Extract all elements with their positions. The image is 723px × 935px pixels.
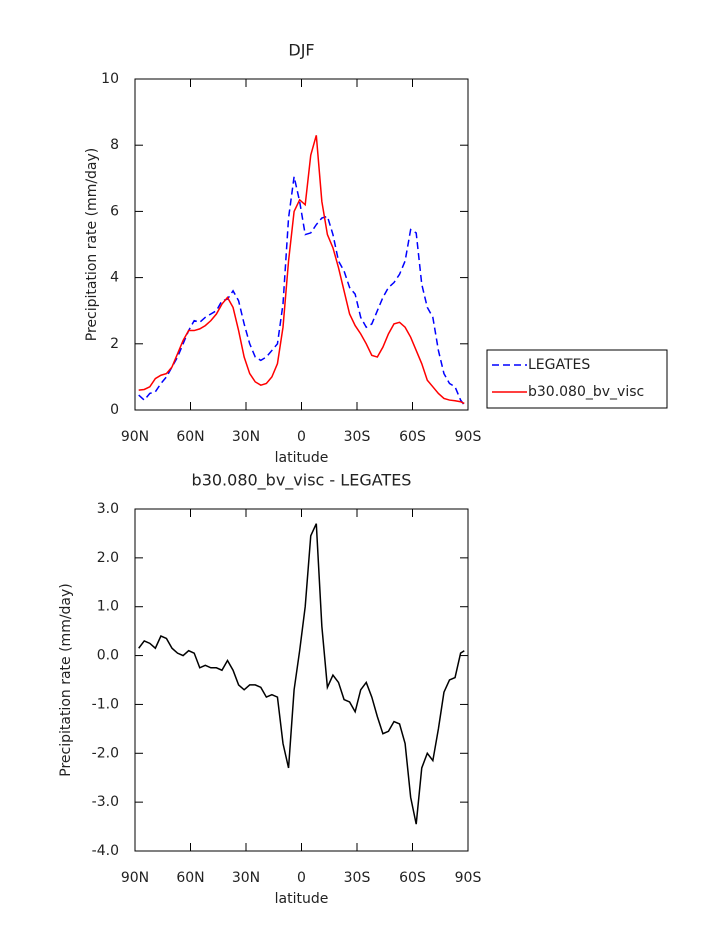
series-line [138,523,465,825]
x-axis-label: latitude [275,891,329,907]
y-tick-label: 3.0 [97,501,119,517]
legend-label: LEGATES [528,357,590,373]
x-tick-label: 90N [121,429,149,445]
x-tick-label: 90S [455,429,482,445]
y-axis-label: Precipitation rate (mm/day) [58,583,74,777]
legend-label: b30.080_bv_visc [528,384,644,400]
y-tick-label: 10 [101,71,119,87]
y-tick-label: 0.0 [97,648,119,664]
y-tick-label: 2.0 [97,550,119,566]
x-tick-label: 30N [232,429,260,445]
x-tick-label: 0 [297,429,306,445]
x-tick-label: 90N [121,870,149,886]
x-tick-label: 90S [455,870,482,886]
x-tick-label: 60S [399,429,426,445]
y-tick-label: 8 [110,137,119,153]
x-tick-label: 60S [399,870,426,886]
x-tick-label: 30S [344,870,371,886]
y-tick-label: 1.0 [97,599,119,615]
x-axis-label: latitude [275,450,329,466]
y-tick-label: -3.0 [92,794,119,810]
x-tick-label: 0 [297,870,306,886]
y-tick-label: 4 [110,270,119,286]
legend-box [486,349,668,409]
y-tick-label: -4.0 [92,843,119,859]
y-tick-label: 6 [110,203,119,219]
x-tick-label: 30S [344,429,371,445]
y-axis-label: Precipitation rate (mm/day) [84,148,100,342]
series-line [138,176,465,406]
y-tick-label: -1.0 [92,696,119,712]
y-tick-label: 2 [110,336,119,352]
chart-title: b30.080_bv_visc - LEGATES [192,471,412,491]
x-tick-label: 30N [232,870,260,886]
chart-title: DJF [288,41,314,60]
y-tick-label: -2.0 [92,745,119,761]
x-tick-label: 60N [176,429,204,445]
y-tick-label: 0 [110,402,119,418]
series-line [138,135,465,405]
x-tick-label: 60N [176,870,204,886]
